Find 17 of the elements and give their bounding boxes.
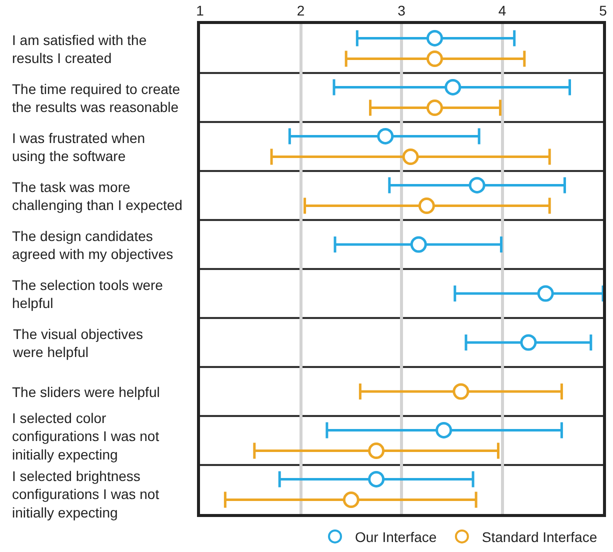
x-tick-label: 3 [398,2,406,19]
legend-label: Standard Interface [482,528,598,545]
x-tick-label: 1 [196,2,204,19]
x-tick-label: 2 [296,2,305,19]
y-tick-label: I was frustrated when using the software [12,130,146,164]
y-tick-label: The selection tools were helpful [12,277,164,312]
y-tick-label: The visual objectives were helpful [12,326,143,360]
y-tick-label: The design candidates agreed with my objectives [12,228,174,262]
y-tick-label: The time required to create the results was reasonable [12,81,180,116]
y-tick-label: I am satisfied with the results I created [12,32,147,66]
y-tick-label: The task was more challenging than I expected [12,179,182,214]
x-tick-label: 5 [599,2,608,19]
legend-label: Our Interface [355,528,437,545]
y-tick-label: I selected brightness configurations I was not initially expecting [12,468,160,520]
x-tick-label: 4 [498,2,506,19]
y-tick-label: I selected color configurations I was not initially expecting [12,410,160,462]
y-tick-label: The sliders were helpful [12,384,160,400]
